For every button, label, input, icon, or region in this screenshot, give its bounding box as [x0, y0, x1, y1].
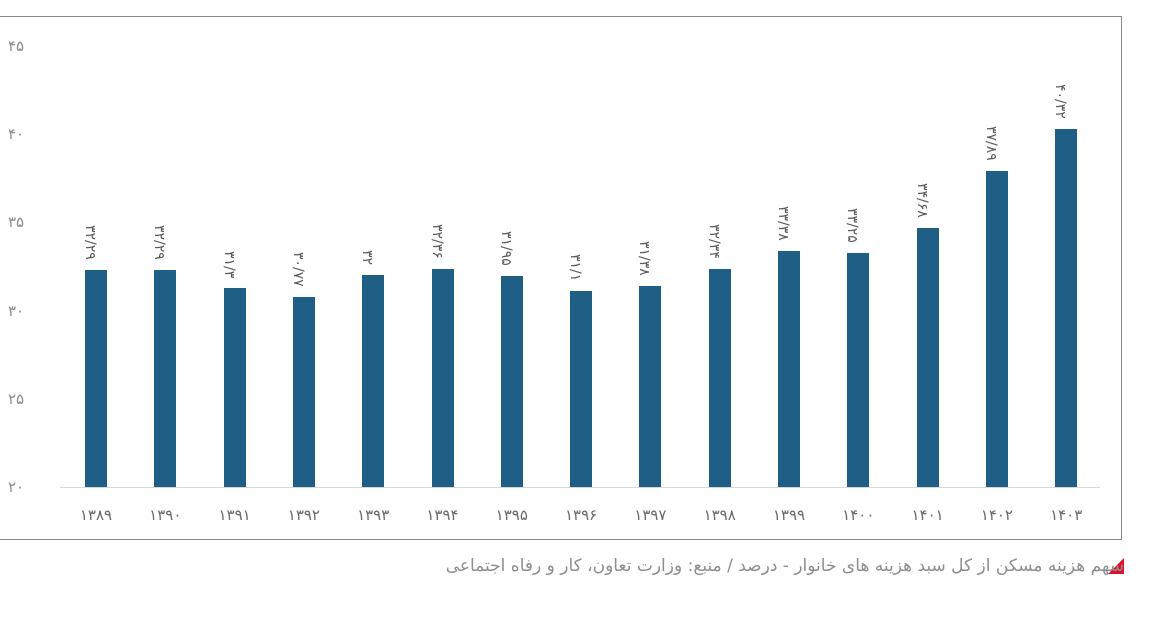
x-tick-label: ۱۴۰۱ — [911, 506, 944, 524]
data-label: ۳۲/۳۶ — [428, 223, 445, 259]
bar — [708, 269, 731, 487]
bar — [85, 270, 107, 487]
bar — [154, 270, 177, 487]
x-tick-label: ۱۳۹۱ — [218, 506, 251, 524]
data-label: ۳۲/۲۹ — [151, 225, 168, 260]
x-tick-label: ۱۳۹۲ — [287, 506, 320, 524]
y-tick-label: ۲۵ — [8, 389, 25, 408]
y-tick-label: ۴۰ — [8, 125, 25, 144]
x-tick-label: ۱۴۰۳ — [1050, 506, 1083, 524]
x-axis-line — [60, 487, 1100, 488]
bar — [223, 287, 246, 487]
data-label: ۳۲ — [359, 250, 376, 266]
data-label: ۳۴/۶۸ — [913, 183, 930, 218]
bar — [916, 228, 939, 487]
bar — [362, 275, 385, 487]
data-label: ۳۰/۷۷ — [289, 252, 306, 287]
x-tick-label: ۱۳۹۵ — [495, 506, 528, 524]
y-tick-label: ۳۰ — [8, 301, 25, 320]
caption-marker-icon — [1108, 558, 1124, 574]
chart-caption: سهم هزینه مسکن از کل سبد هزینه های خانوا… — [445, 556, 1124, 576]
x-tick-label: ۱۳۹۹ — [772, 506, 806, 524]
bar — [985, 171, 1008, 487]
y-tick-label: ۳۵ — [8, 213, 25, 232]
x-tick-label: ۱۳۹۸ — [703, 506, 736, 524]
x-tick-label: ۱۳۹۶ — [564, 506, 598, 524]
bar — [847, 253, 870, 487]
x-tick-label: ۱۳۹۰ — [149, 506, 182, 524]
data-label: ۳۳/۲۵ — [844, 208, 861, 244]
x-tick-label: ۱۴۰۲ — [980, 506, 1013, 524]
bar — [639, 286, 662, 487]
data-label: ۳۱/۳ — [220, 250, 237, 278]
x-tick-label: ۱۳۹۳ — [357, 506, 390, 524]
data-label: ۴۰/۳۲ — [1052, 83, 1069, 119]
data-label: ۳۲/۳۴ — [705, 224, 722, 260]
bar — [431, 268, 454, 487]
bar — [1055, 128, 1078, 487]
data-label: ۳۱/۱ — [567, 254, 584, 282]
bar — [570, 291, 593, 487]
x-tick-label: ۱۴۰۰ — [842, 506, 875, 524]
x-tick-label: ۱۳۸۹ — [79, 506, 113, 524]
data-label: ۳۱/۳۸ — [636, 241, 653, 277]
data-label: ۳۲/۲۹ — [82, 225, 98, 260]
data-label: ۳۳/۳۸ — [775, 205, 791, 241]
x-tick-label: ۱۳۹۷ — [634, 506, 667, 524]
x-tick-label: ۱۳۹۴ — [426, 506, 459, 524]
bar — [292, 297, 315, 487]
bar — [500, 276, 523, 487]
y-tick-label: ۲۰ — [8, 478, 25, 496]
data-label: ۳۱/۹۵ — [497, 231, 514, 266]
y-tick-label: ۴۵ — [8, 37, 25, 55]
bar — [778, 250, 800, 487]
data-label: ۳۷/۸۹ — [982, 126, 999, 162]
